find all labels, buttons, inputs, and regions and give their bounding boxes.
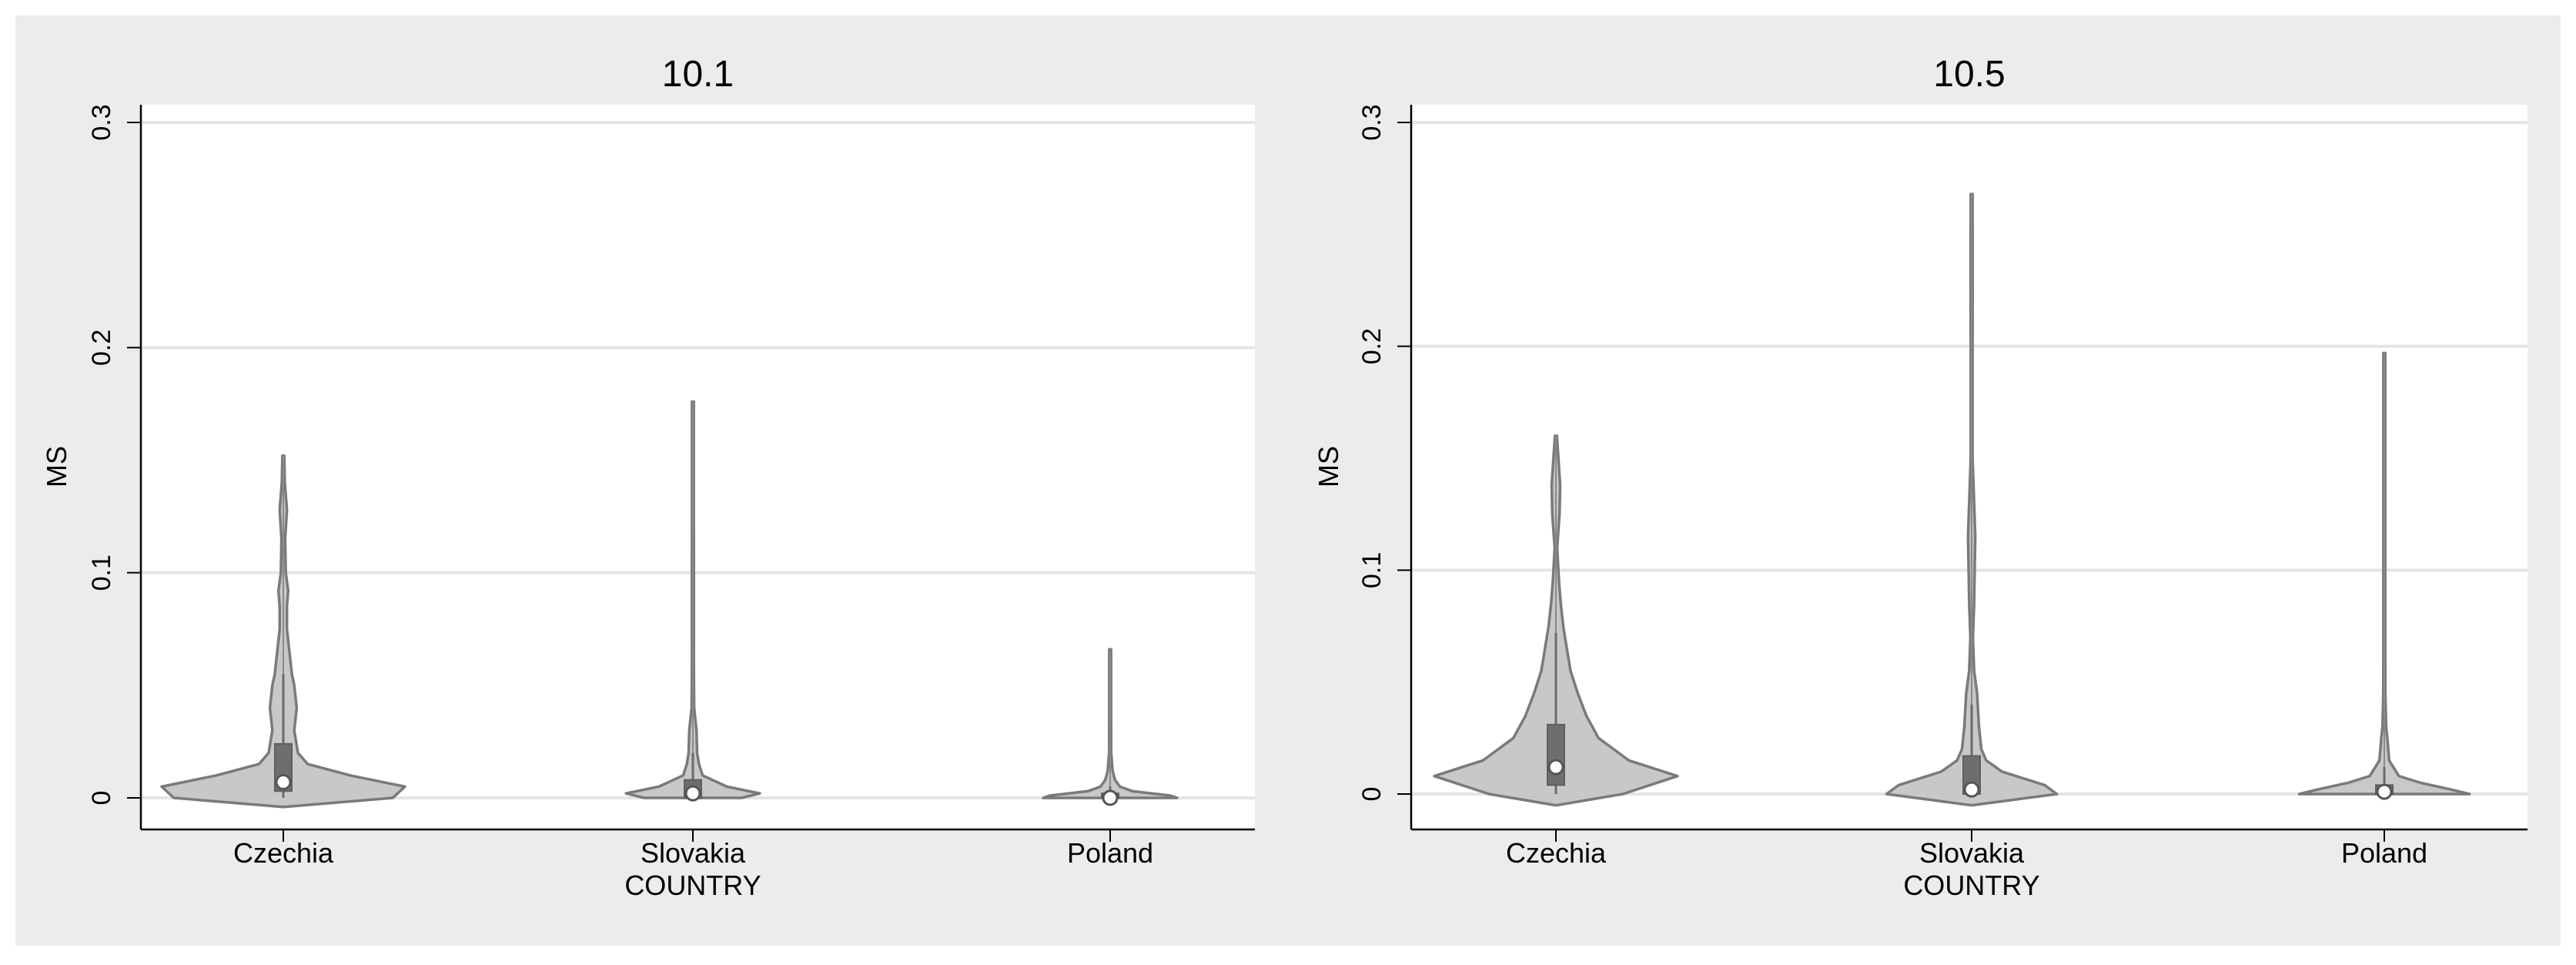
x-tick-label: Poland [1067, 837, 1153, 869]
violin-czechia: Czechia [160, 454, 406, 869]
y-tick-label: 0.3 [1357, 104, 1387, 140]
violin-poland: Poland [1042, 648, 1179, 869]
x-tick-label: Czechia [233, 837, 334, 869]
median-marker [684, 785, 701, 802]
median-marker [275, 774, 292, 791]
y-tick-label: 0.2 [1357, 328, 1387, 364]
median-marker [1102, 789, 1119, 806]
panel-title: 10.1 [662, 54, 734, 95]
x-tick-label: Slovakia [1919, 837, 2025, 869]
y-tick-label: 0.1 [1357, 552, 1387, 588]
y-tick-label: 0.2 [87, 330, 116, 366]
violin-slovakia: Slovakia [1885, 193, 2059, 869]
median-marker [2376, 783, 2393, 800]
x-axis-label: COUNTRY [624, 870, 761, 901]
panel-1: 0 0.1 0.2 0.3 10.1 MS COUNTRY Czechia Slovakia Po… [41, 54, 1255, 901]
y-tick-label: 0.3 [87, 104, 116, 140]
y-tick-label: 0 [1357, 787, 1387, 802]
plot-area [141, 105, 1255, 829]
panel-2: 0 0.1 0.2 0.3 10.5 MS COUNTRY Czechia Slovakia Po… [1313, 54, 2527, 901]
y-tick-label: 0.1 [87, 555, 116, 591]
y-tick-label: 0 [87, 791, 116, 806]
median-marker [1547, 759, 1564, 776]
x-tick-label: Slovakia [641, 837, 746, 869]
x-tick-label: Czechia [1506, 837, 1607, 869]
y-axis-label: MS [1313, 446, 1344, 488]
iqr-box [1547, 723, 1565, 786]
violin-slovakia: Slovakia [624, 400, 761, 869]
x-axis-label: COUNTRY [1903, 870, 2039, 901]
median-marker [1963, 781, 1980, 798]
panel-title: 10.5 [1933, 54, 2005, 95]
y-axis-label: MS [41, 446, 72, 488]
x-tick-label: Poland [2341, 837, 2427, 869]
violin-czechia: Czechia [1433, 434, 1679, 869]
violin-poland: Poland [2297, 351, 2471, 869]
